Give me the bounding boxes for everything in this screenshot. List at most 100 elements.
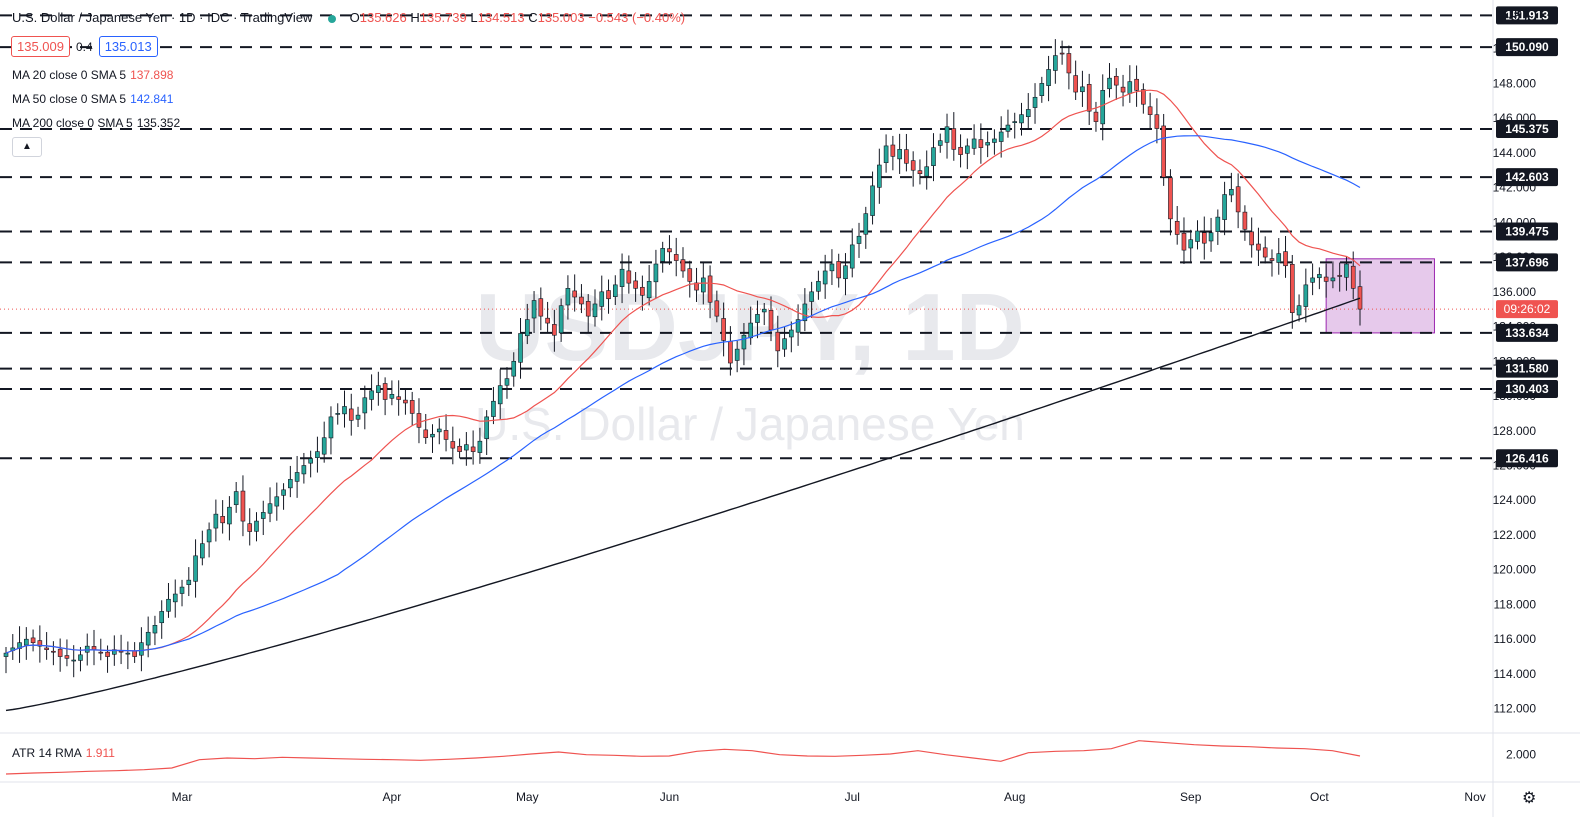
candle-body	[403, 399, 408, 404]
candle-body	[1208, 232, 1214, 242]
candle-body	[443, 430, 449, 440]
candle	[795, 304, 801, 346]
candle-body	[274, 496, 280, 507]
candle	[849, 228, 855, 278]
candle-body	[660, 248, 665, 262]
candle-body	[491, 400, 496, 417]
indicator-ma20[interactable]: MA 20 close 0 SMA 5 137.898	[12, 68, 173, 82]
candle-body	[1296, 305, 1302, 316]
candle-body	[78, 654, 83, 661]
candle-body	[640, 286, 645, 296]
candle-body	[1283, 251, 1288, 267]
indicator-ma200[interactable]: MA 200 close 0 SMA 5 135.352	[12, 116, 180, 130]
candle	[1215, 209, 1221, 245]
candle	[200, 530, 205, 566]
candle	[24, 627, 29, 660]
candle	[125, 641, 131, 670]
atr-legend[interactable]: ATR 14 RMA 1.911	[12, 746, 115, 760]
gear-icon[interactable]: ⚙	[1522, 790, 1537, 807]
candle	[335, 403, 341, 425]
atr-value: 1.911	[85, 746, 115, 760]
candle-body	[633, 280, 638, 289]
candle-body	[904, 149, 909, 164]
candle-body	[1181, 232, 1187, 251]
level-label: 145.375	[1505, 122, 1549, 136]
collapse-legend-button[interactable]: ▲	[12, 137, 42, 157]
y-tick-label: 120.000	[1493, 563, 1537, 577]
level-label: 151.913	[1505, 8, 1549, 22]
candle-body	[125, 652, 131, 655]
candle	[1269, 249, 1275, 277]
candle-body	[782, 338, 787, 350]
candle	[328, 406, 334, 455]
candle	[822, 254, 828, 299]
candle	[30, 629, 36, 652]
currency-selector[interactable]: JPY	[1508, 8, 1531, 22]
candle-body	[57, 648, 63, 657]
candle-body	[572, 290, 577, 298]
candle	[1229, 172, 1234, 203]
candle	[376, 371, 381, 406]
candle-body	[626, 270, 632, 284]
candle-body	[795, 319, 801, 333]
candle-body	[849, 244, 855, 269]
candle-body	[1161, 125, 1166, 178]
candle	[206, 522, 212, 558]
candle	[809, 281, 814, 318]
candle-body	[680, 259, 686, 272]
candle	[552, 309, 557, 352]
candle-body	[254, 520, 259, 532]
candle-body	[1147, 106, 1153, 115]
low-value: 134.513	[477, 10, 525, 25]
candle	[1147, 92, 1153, 129]
candle-body	[816, 281, 821, 292]
candle	[1208, 217, 1214, 252]
level-label-bg	[1496, 38, 1558, 57]
candle-body	[701, 277, 706, 293]
candle-body	[233, 491, 239, 506]
candle	[1201, 216, 1207, 260]
candle-body	[281, 489, 286, 496]
candle	[1053, 39, 1058, 84]
candle	[1276, 238, 1282, 275]
candle	[538, 287, 544, 331]
candle	[443, 414, 449, 452]
candle	[281, 483, 286, 510]
candle-body	[673, 254, 679, 261]
candle-body	[1229, 189, 1234, 196]
indicator-ma50[interactable]: MA 50 close 0 SMA 5 142.841	[12, 92, 173, 106]
candle-body	[755, 314, 760, 323]
candle-body	[484, 416, 489, 439]
candle-body	[206, 529, 212, 543]
candle	[673, 237, 679, 277]
change-value: −0.543 (−0.40%)	[588, 10, 686, 25]
candle-body	[1174, 220, 1180, 235]
candle	[3, 647, 9, 674]
candle	[220, 500, 225, 534]
sell-button[interactable]: 135.009	[11, 36, 70, 57]
candle	[931, 133, 936, 182]
level-label-bg	[1496, 323, 1558, 342]
candle-body	[200, 543, 205, 559]
candle	[470, 430, 476, 465]
candle-body	[1256, 243, 1261, 251]
y-tick-label: 148.000	[1493, 76, 1537, 90]
candle-body	[1039, 83, 1045, 96]
candle-body	[1242, 211, 1248, 230]
candle	[166, 583, 171, 618]
candle	[789, 321, 794, 353]
buy-button[interactable]: 135.013	[98, 36, 158, 57]
candle	[633, 272, 638, 302]
candle-body	[931, 147, 936, 166]
candle	[484, 410, 489, 455]
candle	[1188, 229, 1194, 264]
candle-body	[1059, 52, 1065, 55]
candle	[1012, 112, 1018, 139]
level-label-bg	[1496, 6, 1558, 25]
candle-body	[1262, 247, 1268, 258]
candle-body	[1168, 177, 1173, 220]
candle	[57, 638, 63, 672]
candle	[477, 427, 483, 464]
level-label-bg	[1496, 168, 1558, 187]
